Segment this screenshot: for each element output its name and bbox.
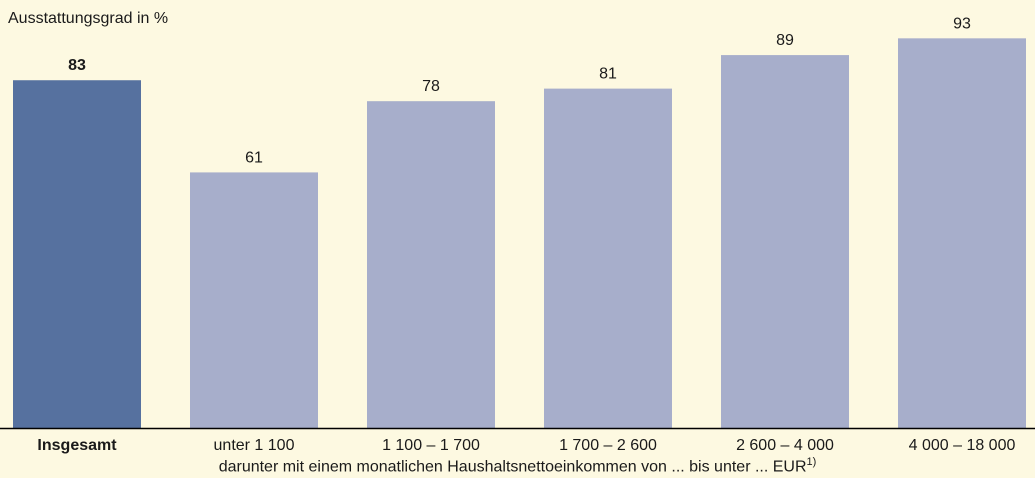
category-label-1: unter 1 100 <box>214 437 295 454</box>
bar-0 <box>13 80 141 428</box>
category-label-0: Insgesamt <box>37 437 117 454</box>
category-label-2: 1 100 – 1 700 <box>382 437 480 454</box>
category-label-5: 4 000 – 18 000 <box>909 437 1016 454</box>
bars-group <box>13 38 1026 429</box>
bar-4 <box>721 55 849 429</box>
y-axis-label: Ausstattungsgrad in % <box>8 10 169 27</box>
value-label-4: 89 <box>776 32 794 49</box>
footnote-marker: 1) <box>806 456 817 468</box>
x-axis-caption-text: darunter mit einem monatlichen Haushalts… <box>218 458 807 476</box>
value-label-1: 61 <box>245 149 263 166</box>
value-label-2: 78 <box>422 78 440 95</box>
value-label-5: 93 <box>953 15 971 32</box>
x-axis-caption: darunter mit einem monatlichen Haushalts… <box>0 456 1035 476</box>
category-label-3: 1 700 – 2 600 <box>559 437 657 454</box>
bar-2 <box>367 101 495 429</box>
bar-1 <box>190 172 318 428</box>
category-labels-group: Insgesamt unter 1 100 1 100 – 1 700 1 700 –… <box>37 437 1015 454</box>
value-label-0: 83 <box>68 57 86 74</box>
value-label-3: 81 <box>599 66 617 83</box>
category-label-4: 2 600 – 4 000 <box>736 437 834 454</box>
bar-5 <box>898 38 1026 429</box>
value-labels-group: 83 61 78 81 89 93 <box>68 15 971 166</box>
bar-3 <box>544 88 672 429</box>
